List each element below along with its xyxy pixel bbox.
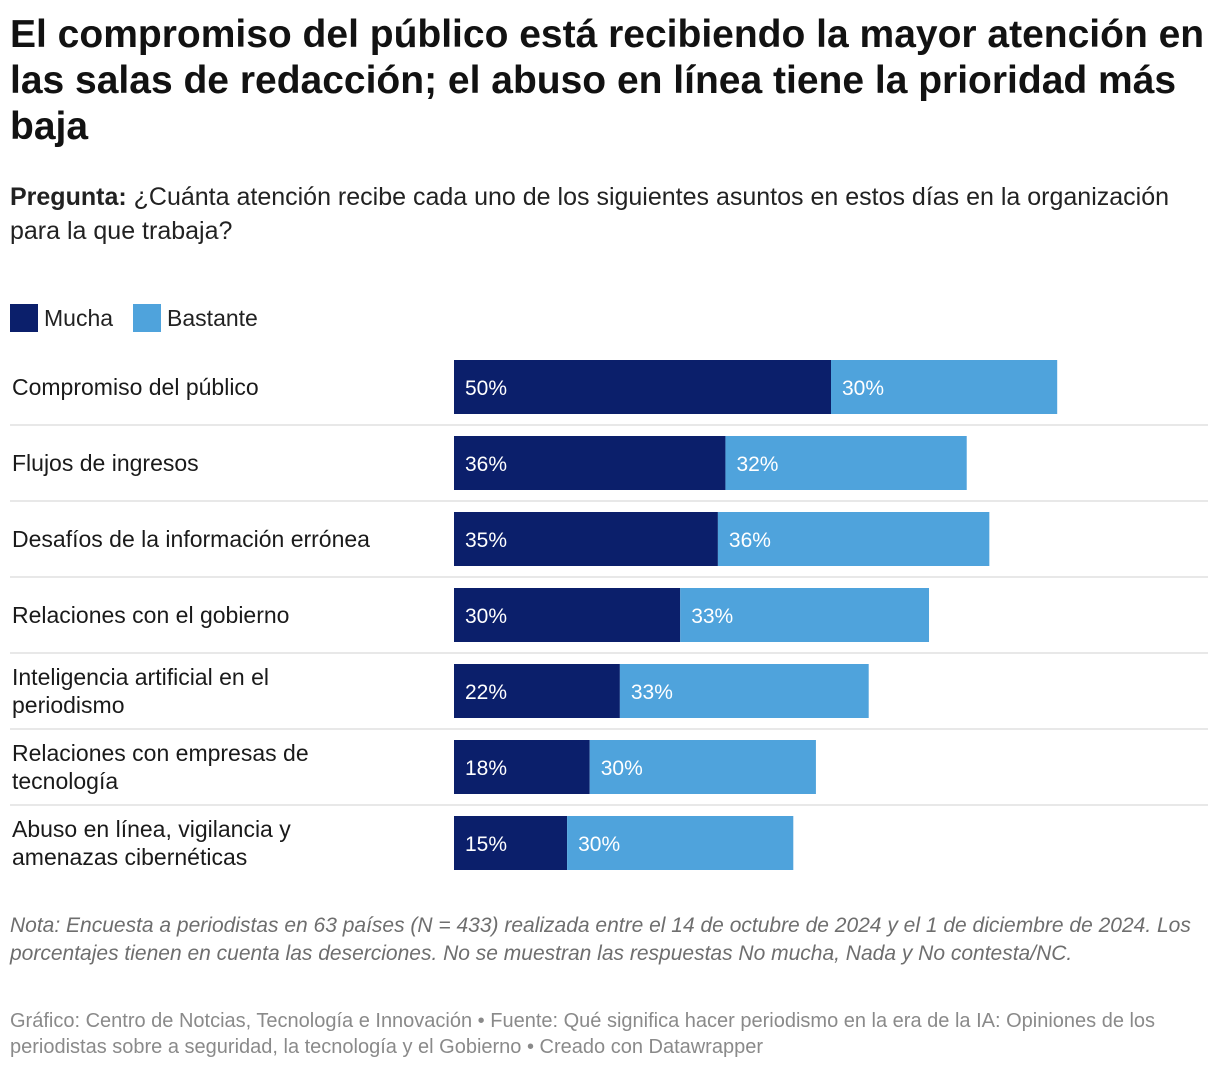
- bar-bastante: [725, 436, 967, 490]
- legend-item-mucha: Mucha: [10, 304, 113, 332]
- value-label: 33%: [691, 605, 733, 628]
- legend-label-bastante: Bastante: [167, 304, 258, 331]
- subtitle-text: ¿Cuánta atención recibe cada uno de los …: [10, 183, 1170, 245]
- category-label: Abuso en línea, vigilancia y amenazas cib…: [12, 816, 291, 870]
- value-label: 50%: [465, 377, 507, 400]
- bar-bastante: [831, 360, 1058, 414]
- value-label: 30%: [842, 377, 884, 400]
- legend-item-bastante: Bastante: [133, 304, 258, 332]
- legend-swatch-mucha: [10, 304, 38, 332]
- bar-mucha: [454, 360, 831, 414]
- value-label: 30%: [601, 757, 643, 780]
- value-label: 32%: [736, 453, 778, 476]
- value-label: 33%: [631, 681, 673, 704]
- bar-bastante: [619, 664, 869, 718]
- bar-bastante: [717, 512, 990, 566]
- category-label: Relaciones con empresas de tecnología: [12, 740, 309, 794]
- chart-note: Nota: Encuesta a periodistas en 63 paíse…: [10, 914, 1191, 965]
- bar-bastante: [567, 816, 794, 870]
- bar-bastante: [680, 588, 930, 642]
- category-label: Relaciones con el gobierno: [12, 602, 289, 628]
- category-label: Desafíos de la información errónea: [12, 526, 370, 552]
- bar-mucha: [454, 816, 568, 870]
- value-label: 36%: [465, 453, 507, 476]
- subtitle-prefix: Pregunta:: [10, 183, 127, 211]
- value-label: 36%: [729, 529, 771, 552]
- bar-mucha: [454, 436, 726, 490]
- category-label: Flujos de ingresos: [12, 450, 199, 476]
- bar-bastante: [589, 740, 816, 794]
- category-label: Compromiso del público: [12, 374, 259, 400]
- chart-title: El compromiso del público está recibiend…: [10, 13, 1205, 148]
- chart-credits: Gráfico: Centro de Notcias, Tecnología e…: [10, 1010, 1156, 1058]
- legend-label-mucha: Mucha: [44, 304, 114, 331]
- value-label: 35%: [465, 529, 507, 552]
- value-label: 15%: [465, 833, 507, 856]
- bar-mucha: [454, 664, 620, 718]
- bar-mucha: [454, 512, 718, 566]
- legend: Mucha Bastante: [10, 304, 278, 332]
- bar-mucha: [454, 740, 590, 794]
- legend-swatch-bastante: [133, 304, 162, 332]
- value-label: 30%: [578, 833, 620, 856]
- category-label: Inteligencia artificial en el periodismo: [12, 664, 269, 718]
- value-label: 22%: [465, 681, 507, 704]
- bar-mucha: [454, 588, 681, 642]
- bar-chart: Compromiso del público 50% 30% Flujos de in…: [10, 360, 1208, 870]
- value-label: 30%: [465, 605, 507, 628]
- chart-subtitle: Pregunta: ¿Cuánta atención recibe cada u…: [10, 180, 1210, 248]
- value-label: 18%: [465, 757, 507, 780]
